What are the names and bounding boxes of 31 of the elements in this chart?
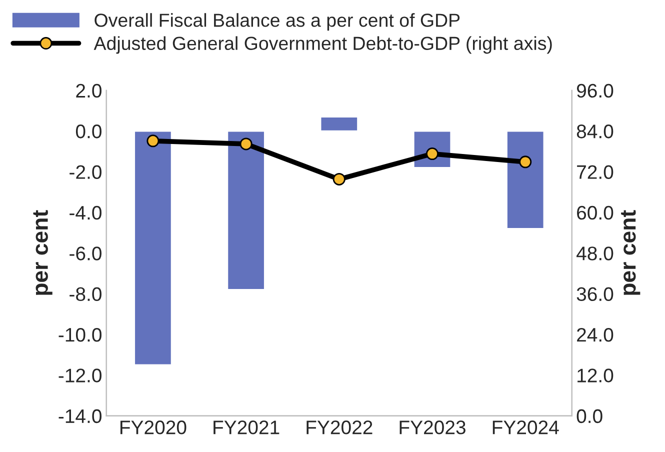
legend-label: Overall Fiscal Balance as a per cent of GDP (94, 13, 460, 31)
y2-tick-label: 0.0 (576, 409, 602, 424)
y2-tick-label: 60.0 (577, 206, 614, 220)
y-axis-title: per cent (33, 210, 52, 295)
y2-tick-label: 72.0 (577, 165, 614, 179)
y2-tick-label: 96.0 (576, 84, 614, 98)
point (519, 156, 532, 168)
y-tick-label: 0.0 (76, 124, 102, 138)
x-tick-label: FY2023 (400, 420, 466, 434)
y-tick-label: 2.0 (76, 84, 102, 98)
y-tick-label: -14.0 (58, 409, 102, 424)
y-tick-label: -8.0 (70, 287, 102, 302)
y2-tick-label: 48.0 (576, 246, 614, 260)
point (146, 134, 160, 148)
y-tick-label: -10.0 (58, 328, 102, 342)
x-tick-label: FY2024 (492, 420, 559, 434)
y2-axis-title: per cent (621, 210, 640, 295)
y2-tick-label: 12.0 (578, 368, 614, 382)
y2-tick-label: 84.0 (576, 124, 614, 138)
y-tick-label: -2.0 (70, 165, 102, 179)
y-tick-label: -4.0 (70, 206, 102, 220)
y2-tick-label: 36.0 (576, 287, 614, 302)
legend-label: Adjusted General Government Debt-to-GDP (right axis) (94, 36, 552, 54)
y-tick-label: -6.0 (70, 246, 102, 260)
y2-tick-label: 24.0 (577, 328, 614, 342)
x-tick-label: FY2020 (120, 420, 186, 434)
point (240, 138, 252, 150)
y-tick-label: -12.0 (58, 368, 102, 382)
x-tick-label: FY2021 (214, 420, 280, 434)
point (332, 172, 346, 186)
x-tick-label: FY2022 (306, 420, 372, 434)
